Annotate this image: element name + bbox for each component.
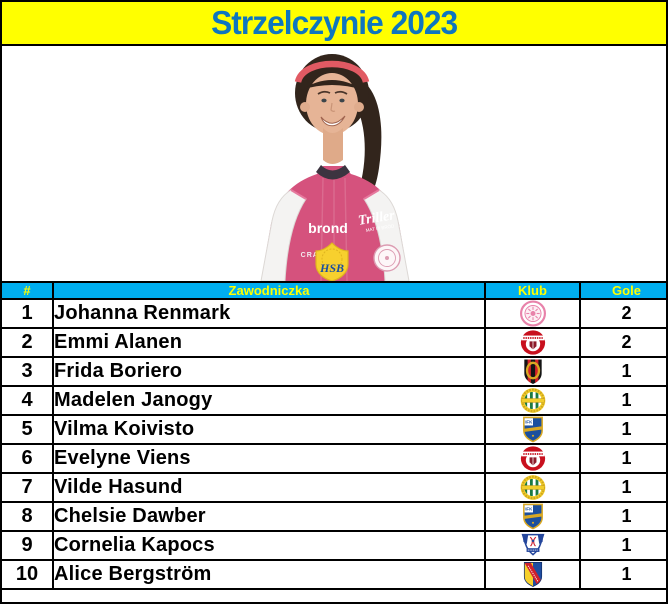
rank-cell: 5 <box>2 414 54 445</box>
sleeve-piping <box>290 189 307 200</box>
table-row: 10 Alice Bergström Djurgårdens IF 1 <box>2 559 666 590</box>
club-cell: Hammarby IF <box>484 385 581 416</box>
table-row: 2 Emmi Alanen Kristianstads DFF 2 <box>2 327 666 358</box>
goals-cell: 1 <box>579 356 666 387</box>
player-name-cell: Chelsie Dawber <box>52 501 486 532</box>
club-cell: Linköping FC <box>484 530 581 561</box>
neck <box>323 128 343 164</box>
club-cell: Kristianstads DFF <box>484 443 581 474</box>
hammarby-badge-icon: Hammarby IF <box>520 474 546 501</box>
hair-fringe <box>301 80 363 90</box>
goals-cell: 2 <box>579 298 666 329</box>
player-photo: brond CRAFT Triller MAT till BRÖD HSB <box>2 46 666 281</box>
col-header-rank: # <box>2 281 54 300</box>
hammarby-badge-icon: Hammarby IF <box>520 387 546 414</box>
sponsor-craft-text: CRAFT <box>301 252 330 259</box>
eye <box>321 98 327 103</box>
eyebrow <box>334 90 348 95</box>
rank-cell: 3 <box>2 356 54 387</box>
hsb-crest: HSB <box>315 242 349 281</box>
table-row: 8 Chelsie Dawber IFK Norrköping 1 <box>2 501 666 532</box>
linkoping-badge-icon: Linköping FC <box>520 532 546 559</box>
hsb-crest-text: HSB <box>319 261 344 275</box>
player-name-cell: Madelen Janogy <box>52 385 486 416</box>
player-name-cell: Vilma Koivisto <box>52 414 486 445</box>
smile <box>320 115 346 127</box>
sponsor-triller: Triller MAT till BRÖD <box>357 208 396 233</box>
headband <box>294 60 370 84</box>
eyebrow <box>317 90 331 95</box>
goals-cell: 1 <box>579 472 666 503</box>
ear <box>300 102 310 112</box>
club-cell: Djurgårdens IF <box>484 559 581 590</box>
goals-cell: 1 <box>579 385 666 416</box>
club-crest-on-jersey <box>373 244 401 272</box>
sponsor-brond-text: brond <box>308 220 348 236</box>
player-name-cell: Alice Bergström <box>52 559 486 590</box>
hair-ponytail <box>345 74 382 201</box>
club-cell: IK Uppsala <box>484 298 581 329</box>
rank-cell: 4 <box>2 385 54 416</box>
rank-cell: 7 <box>2 472 54 503</box>
goals-cell: 1 <box>579 414 666 445</box>
table-row: 7 Vilde Hasund Hammarby IF 1 <box>2 472 666 503</box>
jersey-collar <box>316 165 350 180</box>
table-row: 4 Madelen Janogy Hammarby IF 1 <box>2 385 666 416</box>
brommapojkarna-badge-icon: IF Brommapojkarna <box>520 358 546 385</box>
club-cell: IFK Norrköping <box>484 414 581 445</box>
table-row: 3 Frida Boriero IF Brommapojkarna 1 <box>2 356 666 387</box>
club-cell: IFK Norrköping <box>484 501 581 532</box>
goals-cell: 2 <box>579 327 666 358</box>
goals-cell: 1 <box>579 501 666 532</box>
rank-cell: 1 <box>2 298 54 329</box>
player-name-cell: Johanna Renmark <box>52 298 486 329</box>
club-cell: Hammarby IF <box>484 472 581 503</box>
rank-cell: 10 <box>2 559 54 590</box>
table-row: 6 Evelyne Viens Kristianstads DFF 1 <box>2 443 666 474</box>
col-header-club: Klub <box>484 281 581 300</box>
scorers-table: # Zawodniczka Klub Gole 1 Johanna Renmar… <box>2 281 666 590</box>
rank-cell: 8 <box>2 501 54 532</box>
sponsor-triller-text: Triller <box>357 208 396 229</box>
col-header-player: Zawodniczka <box>52 281 486 300</box>
page-title: Strzelczynie 2023 <box>210 4 458 41</box>
kristianstad-badge-icon: Kristianstads DFF <box>520 329 546 356</box>
player-portrait-illustration: brond CRAFT Triller MAT till BRÖD HSB <box>260 54 410 281</box>
ear <box>354 102 364 112</box>
djurgarden-badge-icon: Djurgårdens IF <box>520 561 546 588</box>
player-name-cell: Cornelia Kapocs <box>52 530 486 561</box>
goals-cell: 1 <box>579 559 666 590</box>
eye <box>339 98 345 103</box>
player-name-cell: Vilde Hasund <box>52 472 486 503</box>
title-banner: Strzelczynie 2023 <box>2 2 666 46</box>
table-row: 5 Vilma Koivisto IFK Norrköping 1 <box>2 414 666 445</box>
rank-cell: 9 <box>2 530 54 561</box>
rank-cell: 2 <box>2 327 54 358</box>
norrkoping-badge-icon: IFK Norrköping <box>520 503 546 530</box>
norrkoping-badge-icon: IFK Norrköping <box>520 416 546 443</box>
goals-cell: 1 <box>579 443 666 474</box>
sleeve-piping <box>363 189 380 200</box>
table-row: 9 Cornelia Kapocs Linköping FC 1 <box>2 530 666 561</box>
club-cell: IF Brommapojkarna <box>484 356 581 387</box>
nose <box>330 102 336 112</box>
col-header-goals: Gole <box>579 281 666 300</box>
player-name-cell: Emmi Alanen <box>52 327 486 358</box>
player-name-cell: Evelyne Viens <box>52 443 486 474</box>
kristianstad-badge-icon: Kristianstads DFF <box>520 445 546 472</box>
rank-cell: 6 <box>2 443 54 474</box>
goals-cell: 1 <box>579 530 666 561</box>
table-header-row: # Zawodniczka Klub Gole <box>2 281 666 300</box>
table-row: 1 Johanna Renmark IK Uppsala 2 <box>2 298 666 329</box>
sponsor-triller-subtext: MAT till BRÖD <box>365 222 395 233</box>
uppsala-badge-icon: IK Uppsala <box>520 300 546 327</box>
club-cell: Kristianstads DFF <box>484 327 581 358</box>
player-name-cell: Frida Boriero <box>52 356 486 387</box>
